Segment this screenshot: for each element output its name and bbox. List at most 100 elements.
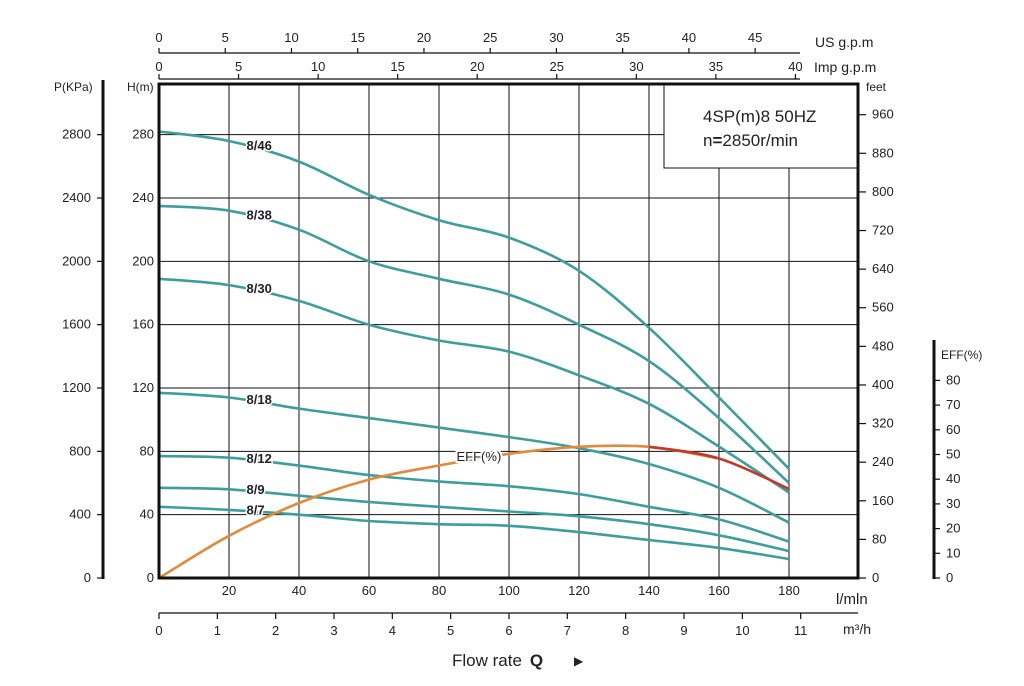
feet-tick-label: 80	[872, 531, 886, 546]
feet-tick-label: 0	[872, 570, 879, 585]
curve-labels: 8/46 8/38 8/30 8/18 8/12 8/9 8/7 EFF(%)	[245, 137, 503, 519]
imp-gpm-tick-label: 35	[709, 59, 723, 74]
lpm-tick-label: 180	[778, 583, 800, 598]
pressure-tick-label: 800	[69, 443, 91, 458]
efficiency-axis-label: EFF(%)	[941, 348, 982, 362]
lpm-tick-label: 60	[362, 583, 376, 598]
pressure-tick-label: 1600	[62, 317, 91, 332]
head-curve-8-9	[158, 486, 790, 553]
lpm-tick-label: 20	[222, 583, 236, 598]
efficiency-curve-line	[158, 444, 720, 580]
head-tick-label: 40	[140, 507, 154, 522]
feet-ticks: 0 80 160 240 320 400 480 560 640 720 800 880 960	[858, 107, 894, 585]
m3h-tick-label: 3	[330, 623, 337, 638]
us-gpm-tick-label: 30	[549, 30, 563, 45]
head-tick-label: 120	[132, 380, 154, 395]
lpm-tick-label: 160	[708, 583, 730, 598]
head-curve-8-30	[158, 277, 790, 494]
us-gpm-tick-label: 10	[284, 30, 298, 45]
feet-tick-label: 320	[872, 416, 894, 431]
feet-tick-label: 160	[872, 493, 894, 508]
head-tick-label: 240	[132, 190, 154, 205]
head-curve-8-7	[158, 505, 790, 561]
feet-tick-label: 480	[872, 338, 894, 353]
head-curve-8-46	[158, 130, 790, 470]
imp-gpm-tick-label: 0	[155, 59, 162, 74]
efficiency-curve	[158, 444, 790, 580]
m3h-axis-label: m³/h	[843, 621, 871, 637]
us-gpm-tick-label: 15	[350, 30, 364, 45]
head-curve-8-18	[158, 391, 790, 524]
us-gpm-tick-label: 0	[155, 30, 162, 45]
curve-label-8-9: 8/9	[247, 482, 265, 497]
feet-tick-label: 400	[872, 377, 894, 392]
m3h-tick-label: 10	[735, 623, 749, 638]
pressure-ticks: 0 400 800 1200 1600 2000 2400 2800	[62, 127, 103, 585]
imp-gpm-tick-label: 25	[550, 59, 564, 74]
plot-frame	[157, 82, 860, 580]
curve-label-8-30: 8/30	[247, 281, 272, 296]
feet-tick-label: 720	[872, 223, 894, 238]
pressure-tick-label: 2800	[62, 127, 91, 142]
pressure-tick-label: 2400	[62, 190, 91, 205]
feet-tick-label: 880	[872, 145, 894, 160]
efficiency-tick-label: 40	[946, 471, 960, 486]
efficiency-tick-label: 10	[946, 545, 960, 560]
imp-gpm-axis-label: Imp g.p.m	[814, 59, 876, 75]
head-tick-label: 80	[140, 443, 154, 458]
efficiency-tick-label: 80	[946, 372, 960, 387]
head-curve-8-12	[158, 454, 790, 543]
m3h-tick-label: 5	[447, 623, 454, 638]
imp-gpm-tick-label: 20	[470, 59, 484, 74]
head-tick-label: 0	[147, 570, 154, 585]
head-axis-label: H(m)	[127, 80, 154, 94]
imp-gpm-tick-label: 30	[629, 59, 643, 74]
pressure-axis-label: P(KPa)	[54, 80, 93, 94]
us-gpm-tick-label: 40	[682, 30, 696, 45]
lpm-tick-label: 100	[498, 583, 520, 598]
m3h-ticks: 0 1 2 3 4 5 6 7 8 9 10 11	[155, 613, 807, 638]
efficiency-curve-label: EFF(%)	[457, 449, 502, 464]
curve-label-8-12: 8/12	[247, 451, 272, 466]
us-gpm-ticks: 0 5 10 15 20 25 30 35 40 45	[155, 30, 762, 53]
curve-label-8-38: 8/38	[247, 207, 272, 222]
us-gpm-tick-label: 25	[483, 30, 497, 45]
curve-label-8-46: 8/46	[247, 138, 272, 153]
m3h-tick-label: 0	[155, 623, 162, 638]
feet-axis-label: feet	[866, 80, 887, 94]
head-tick-label: 200	[132, 253, 154, 268]
imp-gpm-ticks: 0 5 10 15 20 25 30 35 40	[155, 59, 803, 79]
lpm-axis-label: l/mln	[836, 591, 868, 608]
feet-tick-label: 800	[872, 184, 894, 199]
pressure-tick-label: 1200	[62, 380, 91, 395]
us-gpm-tick-label: 20	[417, 30, 431, 45]
head-ticks: 0 40 80 120 160 200 240 280	[132, 127, 154, 585]
us-gpm-tick-label: 35	[615, 30, 629, 45]
m3h-tick-label: 11	[794, 623, 808, 638]
lpm-tick-label: 80	[432, 583, 446, 598]
flow-rate-label: Flow rate Q	[452, 651, 543, 670]
chart-title-line2: n=2850r/min	[703, 131, 798, 150]
lpm-tick-label: 140	[638, 583, 660, 598]
feet-tick-label: 960	[872, 107, 894, 122]
m3h-tick-label: 9	[680, 623, 687, 638]
m3h-tick-label: 1	[214, 623, 221, 638]
head-curve-8-38	[158, 204, 790, 484]
m3h-tick-label: 4	[389, 623, 396, 638]
imp-gpm-tick-label: 5	[235, 59, 242, 74]
curve-label-8-18: 8/18	[247, 392, 272, 407]
lpm-ticks: 20 40 60 80 100 120 140 160 180	[222, 583, 800, 598]
head-curves	[158, 130, 790, 561]
efficiency-tick-label: 0	[946, 570, 953, 585]
efficiency-ticks: 0 10 20 30 40 50 60 70 80	[934, 372, 960, 585]
efficiency-curve-tail	[648, 445, 790, 491]
efficiency-tick-label: 70	[946, 397, 960, 412]
chart-title-line1: 4SP(m)8 50HZ	[703, 107, 816, 126]
us-gpm-axis-label: US g.p.m	[815, 34, 873, 50]
pressure-tick-label: 0	[84, 570, 91, 585]
feet-tick-label: 560	[872, 300, 894, 315]
feet-tick-label: 240	[872, 454, 894, 469]
feet-tick-label: 640	[872, 261, 894, 276]
efficiency-tick-label: 60	[946, 422, 960, 437]
